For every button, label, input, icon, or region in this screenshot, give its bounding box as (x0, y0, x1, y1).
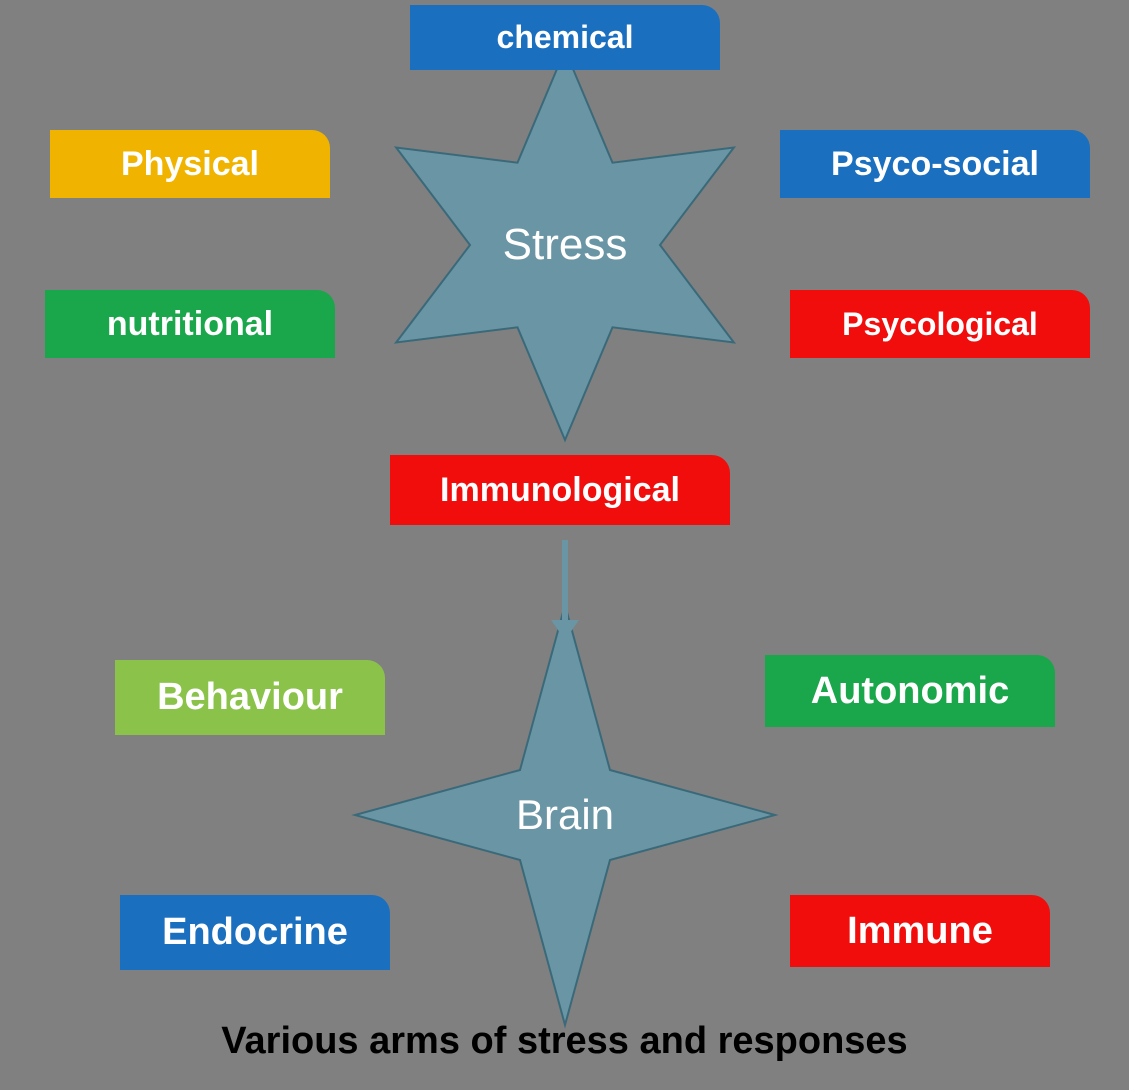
box-behaviour: Behaviour (115, 660, 385, 735)
box-chemical: chemical (410, 5, 720, 70)
box-immune: Immune (790, 895, 1050, 967)
box-autonomic: Autonomic (765, 655, 1055, 727)
caption-text: Various arms of stress and responses (0, 1020, 1129, 1063)
brain-label: Brain (465, 787, 665, 843)
box-psyco-social: Psyco-social (780, 130, 1090, 198)
box-immunological: Immunological (390, 455, 730, 525)
box-physical: Physical (50, 130, 330, 198)
box-nutritional: nutritional (45, 290, 335, 358)
down-arrow-icon (551, 540, 579, 640)
box-psycological: Psycological (790, 290, 1090, 358)
box-endocrine: Endocrine (120, 895, 390, 970)
